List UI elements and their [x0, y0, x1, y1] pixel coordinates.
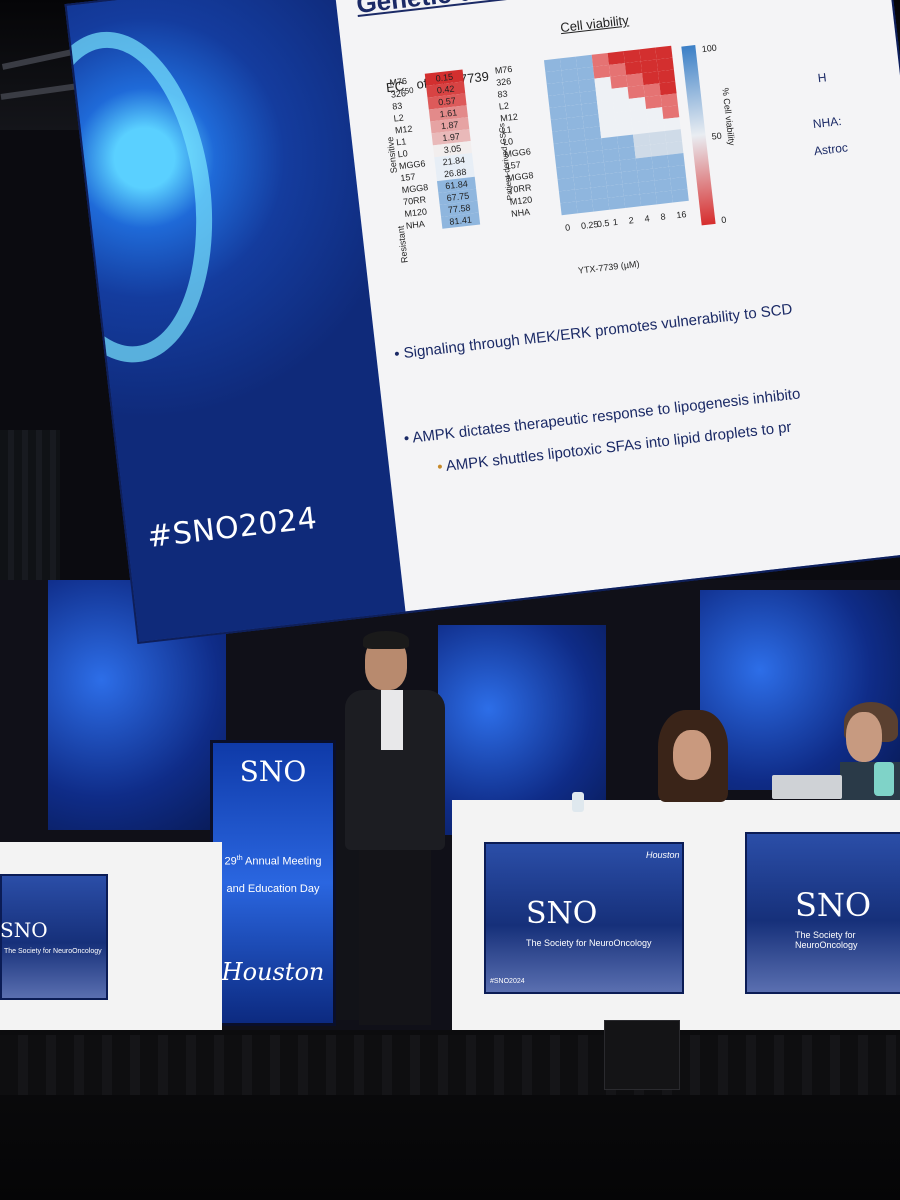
heatmap-cell: [576, 199, 594, 214]
panelist-face: [673, 730, 711, 780]
colorbar-label: % Cell viability: [720, 87, 737, 147]
projection-screen: #SNO2024 Genetic drivers o inhibi EC50 o…: [64, 0, 900, 644]
heatmap-row-label: L1: [501, 124, 513, 136]
resistant-label: Resistant: [395, 225, 410, 264]
heatmap-cell: [560, 201, 578, 216]
x-axis-tick: 8: [659, 211, 667, 222]
heatmap-row-label: M120: [509, 194, 533, 207]
heatmap-row-label: M76: [494, 63, 513, 76]
right-edge-text: NHA:: [812, 113, 843, 132]
heatmap-row-label: M12: [499, 111, 519, 124]
stage-monitor-speaker: [604, 1020, 680, 1090]
heatmap-row-label: 70RR: [507, 182, 532, 196]
speaker: [345, 631, 445, 1030]
heatmap-cell: [592, 197, 610, 212]
heatmap-row-label: 326: [495, 76, 512, 88]
bullet-point: • Signaling through MEK/ERK promotes vul…: [393, 300, 794, 363]
speaker-trousers: [359, 850, 431, 1025]
heatmap-cell: [607, 196, 626, 210]
podium-meeting-line: 29th Annual Meeting: [224, 855, 322, 868]
presentation-slide: Genetic drivers o inhibi EC50 of YTX-773…: [333, 0, 900, 612]
speaker-shirt: [381, 690, 403, 750]
panelist-woman-center: [648, 710, 743, 802]
colorbar-tick: 100: [701, 42, 718, 55]
slide-title: Genetic drivers o: [355, 0, 570, 20]
row-label: M12: [394, 123, 413, 136]
panelist-face: [846, 712, 882, 762]
x-axis-tick: 1: [612, 216, 619, 228]
water-bottle: [874, 762, 894, 796]
row-label: M120: [403, 206, 428, 219]
colorbar-tick: 50: [711, 130, 723, 142]
podium-logo: SNO: [239, 755, 307, 788]
x-axis-tick: 0: [564, 222, 571, 233]
table-screen-logo: SNO: [0, 918, 48, 942]
row-label: MGG6: [398, 158, 426, 172]
stage-skirt: [0, 1035, 900, 1095]
x-axis-tick: 16: [675, 209, 687, 221]
row-label: 157: [399, 171, 416, 184]
right-edge-text: H: [817, 70, 828, 86]
podium-education-line: and Education Day: [226, 883, 320, 895]
colorbar-tick: 0: [720, 214, 727, 226]
row-label: M76: [388, 75, 408, 88]
row-label: MGG8: [401, 182, 429, 196]
water-bottle: [572, 792, 584, 812]
table-screen-logo: SNO: [526, 896, 598, 931]
podium-city: Houston: [221, 958, 325, 986]
heatmap-cell: [655, 190, 673, 205]
heatmap-row-label: NHA: [510, 206, 531, 219]
event-hashtag: #SNO2024: [145, 500, 319, 556]
row-label: L1: [395, 136, 407, 148]
table-screen-subtitle: The Society for NeuroOncology: [795, 930, 858, 950]
heatmap-cell: [639, 192, 658, 207]
row-label: NHA: [405, 218, 426, 231]
x-axis-tick: 2: [628, 215, 635, 226]
x-axis-tick: 4: [644, 213, 651, 224]
speaker-hair: [363, 631, 409, 649]
x-axis-tick: 0.5: [596, 217, 610, 230]
table-screen-center: SNO The Society for NeuroOncology Housto…: [484, 842, 684, 994]
table-screen-subtitle: The Society for NeuroOncology: [526, 938, 652, 948]
row-label: L2: [393, 112, 405, 124]
x-axis-label: YTX-7739 (µM): [577, 258, 640, 276]
row-label: 70RR: [402, 194, 427, 208]
panel-table-left: SNO The Society for NeuroOncology: [0, 842, 222, 1032]
row-label: L0: [397, 148, 409, 160]
planet-ring-graphic: [64, 21, 229, 373]
heatmap-row-label: 83: [497, 88, 509, 100]
table-screen-subtitle: The Society for NeuroOncology: [4, 948, 102, 955]
table-screen-right: SNO The Society for NeuroOncology: [745, 832, 900, 994]
heatmap-row-label: L2: [498, 100, 510, 112]
heatmap-row-label: L0: [502, 136, 514, 148]
table-screen-hashtag: #SNO2024: [490, 978, 525, 985]
right-edge-text: Astroc: [813, 140, 849, 159]
table-screen-city: Houston: [646, 850, 680, 860]
table-screen-logo: SNO: [795, 886, 872, 924]
heatmap-title: Cell viability: [559, 12, 630, 36]
row-label: 326: [390, 88, 407, 100]
heatmap-row-label: MGG6: [503, 146, 532, 160]
table-screen-left: SNO The Society for NeuroOncology: [0, 874, 108, 1000]
row-label: 83: [391, 100, 403, 112]
panel-table-right: SNO The Society for NeuroOncology Housto…: [452, 800, 900, 1030]
heatmap-cell: [671, 188, 689, 203]
laptop: [772, 775, 842, 799]
heatmap-row-label: MGG8: [506, 170, 535, 184]
heatmap-row-label: 157: [505, 159, 522, 172]
heatmap-cell: [623, 194, 642, 208]
podium: SNO 29th Annual Meeting and Education Da…: [210, 740, 336, 1026]
